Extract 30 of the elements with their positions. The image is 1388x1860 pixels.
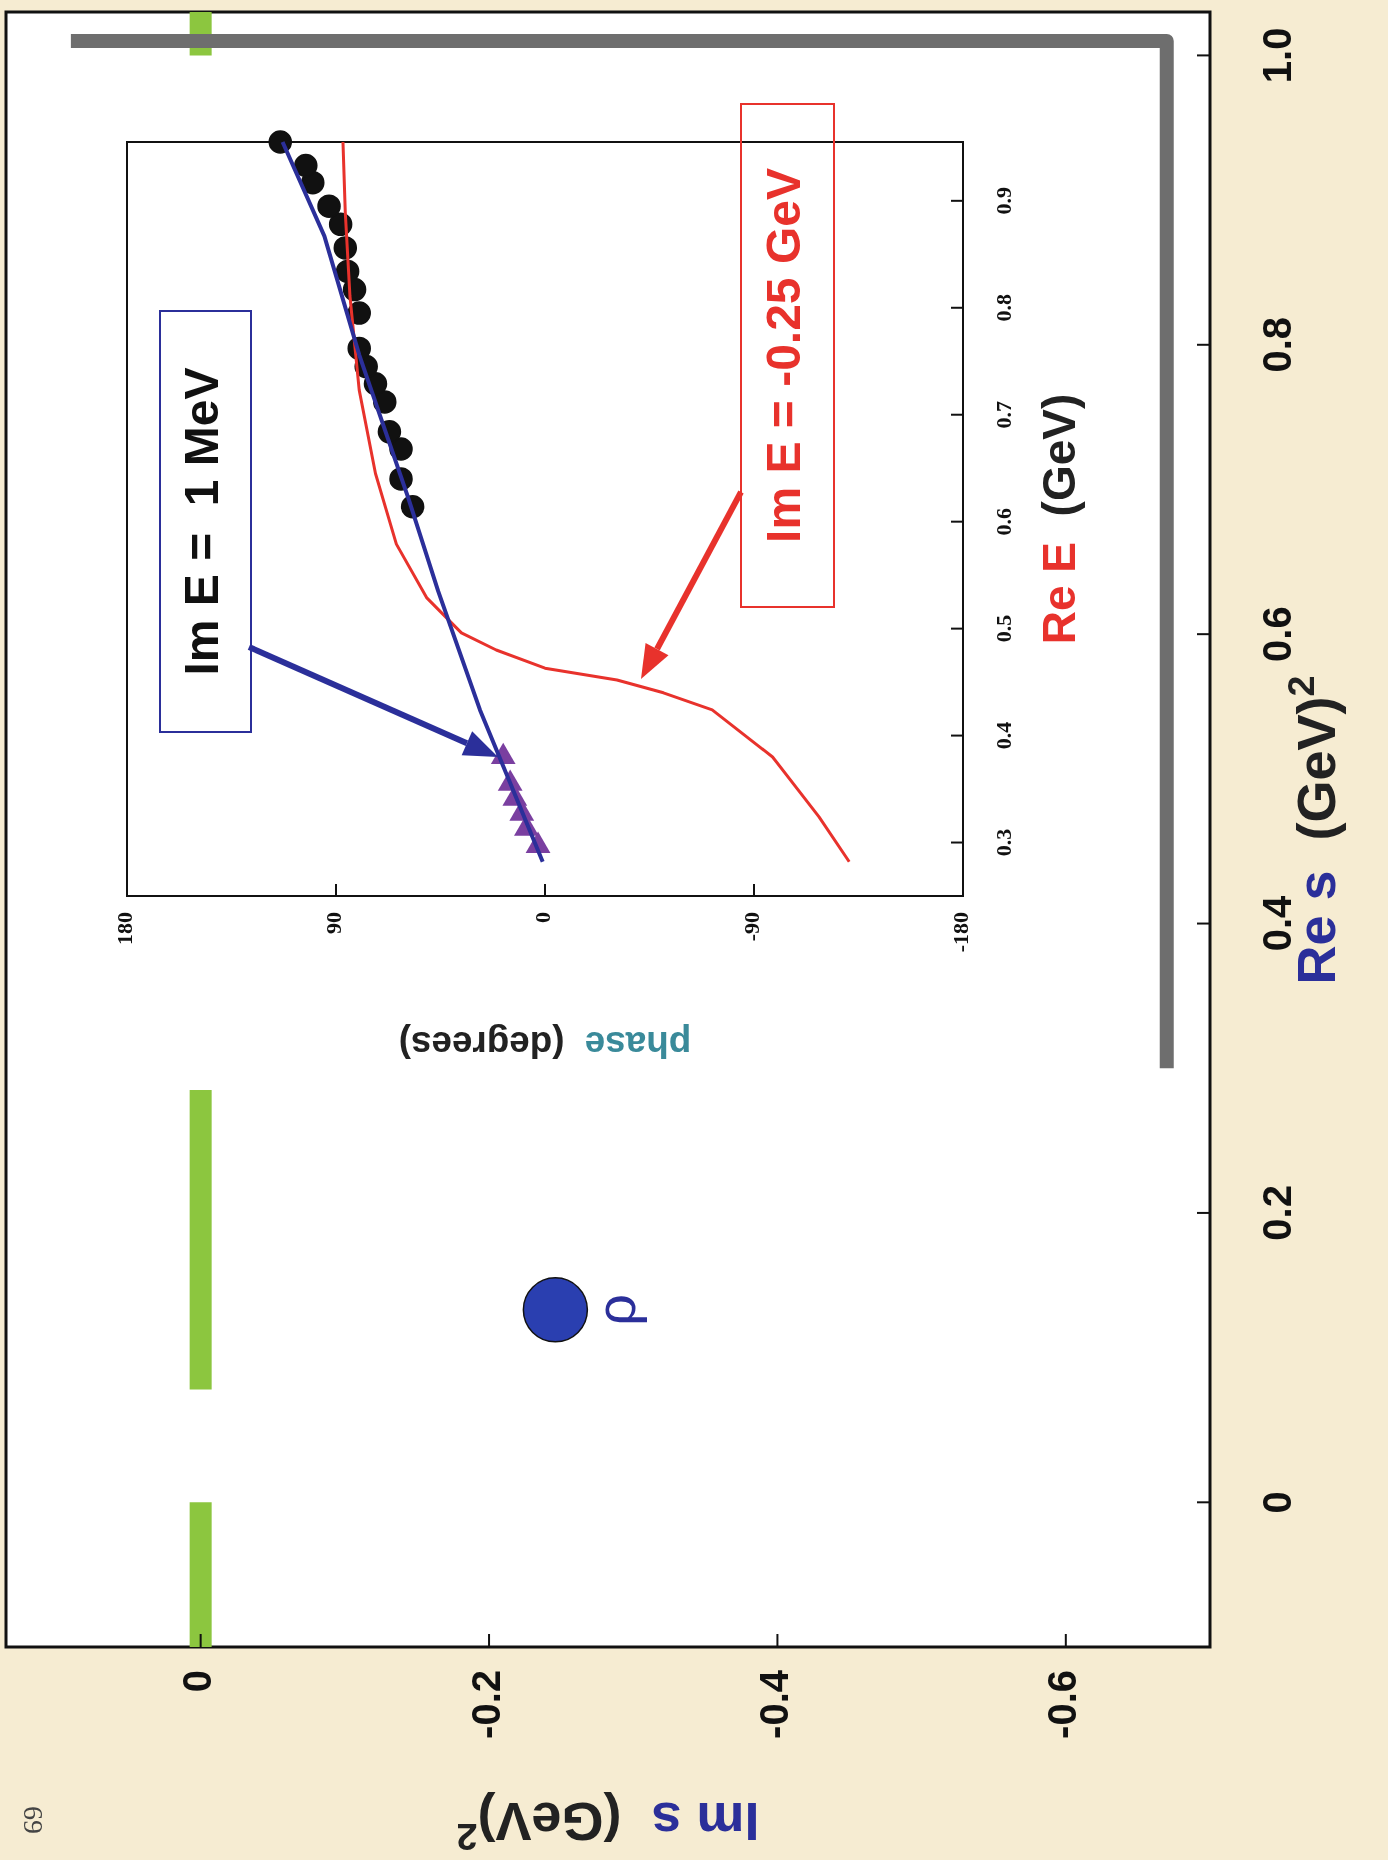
point	[294, 153, 318, 178]
line-series	[341, 140, 851, 864]
y-tick-label: 0	[1254, 1491, 1299, 1514]
x-tick-label: -90	[739, 912, 765, 942]
y-axis-title: Re E (GeV)	[1033, 393, 1085, 645]
x-tick-label: 0	[530, 912, 556, 923]
y-tick-label: 0.8	[1254, 316, 1299, 373]
y-tick-label: 0.5	[991, 614, 1016, 643]
x-tick-label: -180	[948, 912, 974, 953]
y-tick-label: 0.4	[991, 721, 1016, 750]
x-tick-label: 0	[175, 1670, 220, 1693]
y-tick-label: 0.9	[991, 187, 1016, 215]
x-tick-label: -0.2	[463, 1670, 508, 1739]
point	[317, 194, 341, 218]
x-tick-label: -0.4	[751, 1669, 796, 1739]
y-tick-label: 0.3	[991, 828, 1016, 857]
y-tick-label: 0.6	[991, 507, 1016, 536]
annotation: ρ	[584, 1293, 648, 1326]
x-tick-label: 180	[112, 912, 138, 945]
y-tick-label: 1.0	[1254, 27, 1299, 84]
x-axis-title: phase (degrees)	[398, 1024, 692, 1065]
text: 69	[17, 1806, 49, 1834]
y-tick-label: 0.6	[1254, 606, 1299, 662]
x-tick-label: 90	[321, 912, 347, 934]
x-tick-label: -0.6	[1040, 1670, 1085, 1739]
y-tick-label: 0.7	[991, 400, 1016, 429]
annotation: Im E = 1 MeV	[175, 367, 229, 676]
annotation: Im E = -0.25 GeV	[757, 168, 811, 543]
y-tick-label: 0.8	[991, 294, 1016, 322]
y-tick-label: 0.2	[1254, 1185, 1299, 1241]
